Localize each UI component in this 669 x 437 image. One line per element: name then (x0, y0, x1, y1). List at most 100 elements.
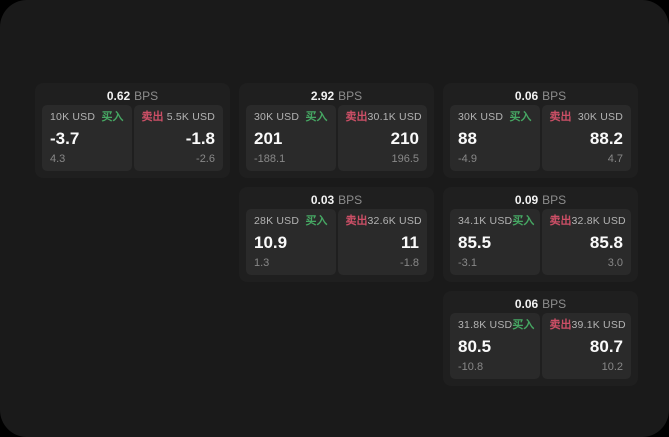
bps-value: 0.09 (514, 192, 539, 207)
card-header: 0.62 BPS (35, 83, 230, 105)
sell-pane[interactable]: 卖出 39.1K USD 80.7 10.2 (541, 313, 631, 379)
buy-pane[interactable]: 28K USD 买入 10.9 1.3 (246, 209, 336, 275)
buy-pane-header: 30K USD 买入 (458, 112, 532, 123)
buy-pane[interactable]: 34.1K USD 买入 85.5 -3.1 (450, 209, 540, 275)
buy-badge: 买入 (512, 215, 535, 227)
buy-sub-value: -188.1 (254, 153, 286, 165)
bps-value: 0.06 (514, 88, 539, 103)
card-header: 0.09 BPS (443, 187, 638, 209)
buy-pane[interactable]: 30K USD 买入 201 -188.1 (246, 105, 336, 171)
buy-pane-header: 34.1K USD 买入 (458, 215, 535, 228)
sell-badge: 卖出 (549, 319, 572, 331)
card-header: 0.03 BPS (239, 187, 434, 209)
sell-pane-header: 卖出 5.5K USD (142, 112, 216, 123)
bps-value: 0.06 (514, 296, 539, 311)
sell-amount: 39.1K USD (571, 319, 626, 332)
sell-value: 210 (390, 129, 419, 148)
quote-card: 0.62 BPS 10K USD 买入 -3.7 4.3 卖出 5.5K USD… (35, 83, 230, 178)
buy-pane[interactable]: 31.8K USD 买入 80.5 -10.8 (450, 313, 540, 379)
bps-value: 0.03 (310, 192, 335, 207)
sell-badge: 卖出 (345, 215, 368, 227)
sell-pane[interactable]: 卖出 32.6K USD 11 -1.8 (337, 209, 427, 275)
sell-badge: 卖出 (345, 111, 368, 123)
buy-sub-value: -3.1 (458, 257, 477, 269)
bps-unit-label: BPS (338, 192, 363, 207)
buy-value: 10.9 (254, 233, 288, 252)
card-body: 31.8K USD 买入 80.5 -10.8 卖出 39.1K USD 80.… (443, 313, 638, 386)
bps-unit-label: BPS (542, 296, 567, 311)
buy-badge: 买入 (509, 111, 532, 123)
buy-amount: 31.8K USD (458, 319, 513, 332)
buy-pane[interactable]: 10K USD 买入 -3.7 4.3 (42, 105, 132, 171)
bps-unit-label: BPS (542, 88, 567, 103)
cards-grid: 0.62 BPS 10K USD 买入 -3.7 4.3 卖出 5.5K USD… (35, 83, 638, 386)
quote-card: 0.06 BPS 30K USD 买入 88 -4.9 卖出 30K USD 8… (443, 83, 638, 178)
quote-card: 0.06 BPS 31.8K USD 买入 80.5 -10.8 卖出 39.1… (443, 291, 638, 386)
sell-pane[interactable]: 卖出 30K USD 88.2 4.7 (541, 105, 631, 171)
sell-pane-header: 卖出 39.1K USD (549, 319, 626, 332)
sell-value: 11 (401, 233, 419, 252)
quote-card: 2.92 BPS 30K USD 买入 201 -188.1 卖出 30.1K … (239, 83, 434, 178)
sell-badge: 卖出 (141, 111, 164, 123)
sell-pane[interactable]: 卖出 30.1K USD 210 196.5 (337, 105, 427, 171)
buy-amount: 30K USD (458, 111, 504, 124)
buy-value: 80.5 (458, 337, 492, 356)
buy-pane-header: 30K USD 买入 (254, 112, 328, 123)
sell-sub-value: 4.7 (607, 153, 623, 165)
bps-value: 0.62 (106, 88, 131, 103)
sell-amount: 30K USD (577, 111, 623, 124)
card-body: 30K USD 买入 88 -4.9 卖出 30K USD 88.2 4.7 (443, 105, 638, 178)
sell-badge: 卖出 (549, 111, 572, 123)
sell-value: 88.2 (589, 129, 623, 148)
sell-amount: 32.8K USD (571, 215, 626, 228)
buy-pane[interactable]: 30K USD 买入 88 -4.9 (450, 105, 540, 171)
quote-card: 0.09 BPS 34.1K USD 买入 85.5 -3.1 卖出 32.8K… (443, 187, 638, 282)
sell-sub-value: 196.5 (391, 153, 419, 165)
sell-badge: 卖出 (549, 215, 572, 227)
buy-sub-value: -10.8 (458, 361, 484, 373)
sell-sub-value: -2.6 (196, 153, 215, 165)
buy-pane-header: 28K USD 买入 (254, 216, 328, 227)
buy-pane-header: 31.8K USD 买入 (458, 319, 535, 332)
buy-pane-header: 10K USD 买入 (50, 112, 124, 123)
buy-badge: 买入 (305, 215, 328, 227)
sell-value: -1.8 (185, 129, 215, 148)
buy-value: 88 (458, 129, 477, 148)
sell-pane-header: 卖出 30K USD (550, 112, 624, 123)
card-header: 2.92 BPS (239, 83, 434, 105)
buy-badge: 买入 (512, 319, 535, 331)
buy-badge: 买入 (101, 111, 124, 123)
sell-sub-value: 3.0 (607, 257, 623, 269)
quote-card: 0.03 BPS 28K USD 买入 10.9 1.3 卖出 32.6K US… (239, 187, 434, 282)
buy-badge: 买入 (305, 111, 328, 123)
sell-sub-value: 10.2 (601, 361, 623, 373)
card-header: 0.06 BPS (443, 83, 638, 105)
buy-amount: 30K USD (254, 111, 300, 124)
card-body: 30K USD 买入 201 -188.1 卖出 30.1K USD 210 1… (239, 105, 434, 178)
sell-amount: 30.1K USD (367, 111, 422, 124)
sell-value: 80.7 (589, 337, 623, 356)
buy-amount: 28K USD (254, 215, 300, 228)
sell-pane-header: 卖出 30.1K USD (345, 111, 422, 124)
sell-amount: 5.5K USD (166, 111, 215, 124)
sell-pane[interactable]: 卖出 32.8K USD 85.8 3.0 (541, 209, 631, 275)
sell-amount: 32.6K USD (367, 215, 422, 228)
sell-sub-value: -1.8 (400, 257, 419, 269)
bps-unit-label: BPS (542, 192, 567, 207)
card-body: 10K USD 买入 -3.7 4.3 卖出 5.5K USD -1.8 -2.… (35, 105, 230, 178)
buy-value: 85.5 (458, 233, 492, 252)
buy-value: 201 (254, 129, 283, 148)
bps-value: 2.92 (310, 88, 335, 103)
buy-amount: 10K USD (50, 111, 96, 124)
sell-pane[interactable]: 卖出 5.5K USD -1.8 -2.6 (133, 105, 223, 171)
buy-amount: 34.1K USD (458, 215, 513, 228)
bps-unit-label: BPS (338, 88, 363, 103)
card-body: 34.1K USD 买入 85.5 -3.1 卖出 32.8K USD 85.8… (443, 209, 638, 282)
buy-sub-value: -4.9 (458, 153, 477, 165)
card-header: 0.06 BPS (443, 291, 638, 313)
sell-value: 85.8 (589, 233, 623, 252)
card-body: 28K USD 买入 10.9 1.3 卖出 32.6K USD 11 -1.8 (239, 209, 434, 282)
bps-unit-label: BPS (134, 88, 159, 103)
sell-pane-header: 卖出 32.8K USD (549, 215, 626, 228)
